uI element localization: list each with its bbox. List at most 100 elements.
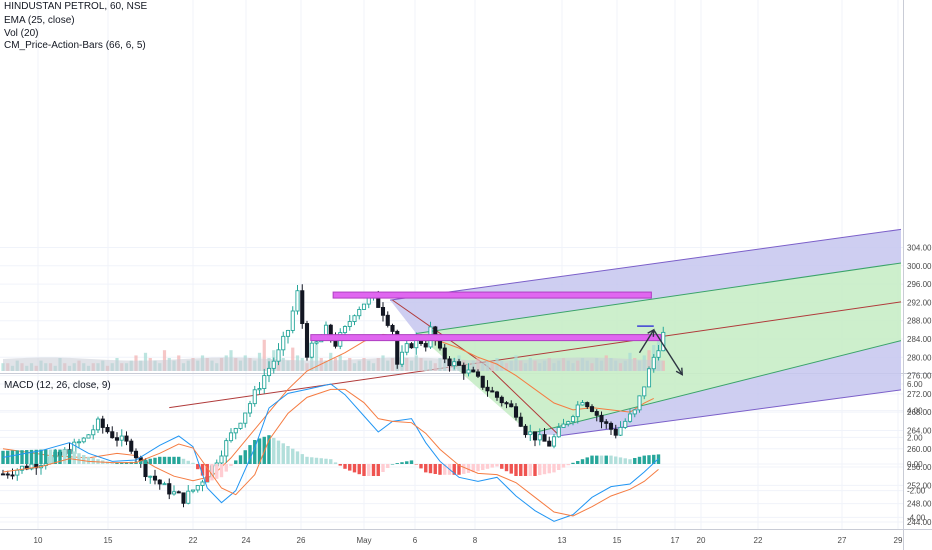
macd-histogram-bar	[523, 464, 528, 476]
macd-tick-label: 4.00	[907, 407, 923, 416]
macd-histogram-bar	[191, 462, 195, 464]
candle-body	[86, 434, 91, 439]
price-tick-label: 288.00	[907, 317, 932, 326]
legend-macd[interactable]: MACD (12, 26, close, 9)	[4, 380, 111, 391]
candle-body	[618, 426, 623, 436]
legend-price-action-bars[interactable]: CM_Price-Action-Bars (66, 6, 5)	[4, 40, 146, 51]
candle-body	[271, 360, 276, 369]
price-zone	[332, 291, 652, 299]
candle-body	[133, 450, 139, 459]
macd-tick-label: -2.00	[907, 487, 926, 496]
macd-histogram-bar	[362, 464, 366, 476]
macd-histogram-bar	[462, 464, 466, 474]
macd-histogram-bar	[395, 463, 399, 464]
candle-body	[570, 416, 576, 423]
candle-body	[661, 331, 666, 352]
candle-body	[390, 324, 395, 332]
macd-histogram-bar	[314, 457, 319, 464]
macd-histogram-bar	[25, 450, 29, 464]
candle-body	[148, 475, 153, 478]
macd-histogram-bar	[557, 464, 561, 470]
time-tick-label: 22	[189, 536, 198, 545]
macd-histogram-bar	[533, 464, 537, 476]
macd-histogram-bar	[585, 457, 589, 464]
price-tick-label: 304.00	[907, 244, 932, 253]
macd-histogram-bar	[485, 464, 490, 469]
candle-body	[580, 402, 585, 406]
time-tick-label: 22	[754, 536, 763, 545]
macd-histogram-bar	[257, 438, 262, 464]
candle-body	[437, 339, 443, 349]
candle-body	[91, 429, 96, 436]
candle-body	[152, 475, 158, 481]
candle-body	[556, 427, 561, 438]
candle-body	[642, 386, 647, 397]
candle-body	[532, 431, 538, 441]
macd-histogram-bar	[63, 449, 67, 464]
macd-histogram-bar	[386, 464, 390, 468]
projection-arrows[interactable]	[638, 328, 684, 376]
macd-histogram-bar	[542, 464, 547, 475]
macd-histogram-bar	[348, 464, 352, 471]
macd-histogram-bar	[48, 449, 53, 464]
candle-body	[124, 435, 129, 442]
candle-body	[238, 422, 243, 429]
pitchfork-upper-line	[390, 228, 902, 301]
candle-body	[167, 483, 172, 495]
macd-histogram-bar	[72, 451, 76, 464]
macd-histogram-bar	[561, 464, 566, 468]
candle-body	[224, 440, 229, 457]
candle-body	[613, 428, 618, 436]
candle-body	[110, 431, 115, 439]
candle-body	[295, 290, 300, 312]
macd-histogram-bar	[424, 464, 428, 473]
candle-body	[195, 485, 200, 491]
macd-histogram-bar	[34, 449, 38, 464]
macd-histogram-bar	[500, 464, 504, 469]
macd-histogram-bar	[234, 460, 238, 464]
candle-body	[285, 329, 291, 337]
macd-histogram-bar	[547, 464, 551, 474]
macd-histogram-bar	[509, 464, 513, 474]
macd-histogram-bar	[91, 458, 95, 464]
candle-body	[404, 343, 409, 353]
macd-histogram-bar	[238, 455, 243, 464]
candle-body	[181, 492, 186, 504]
macd-histogram-bar	[253, 440, 257, 464]
candle-body	[95, 418, 101, 431]
projection-arrow-up	[638, 329, 655, 354]
macd-histogram-bar	[371, 464, 376, 476]
legend-symbol[interactable]: HINDUSTAN PETROL, 60, NSE	[4, 1, 148, 12]
price-tick-label: 276.00	[907, 372, 932, 381]
price-tick-label: 268.00	[907, 408, 932, 417]
macd-histogram-bar	[647, 455, 651, 464]
supply-demand-zones[interactable]	[310, 291, 662, 342]
legend-vol[interactable]: Vol (20)	[4, 28, 39, 39]
macd-histogram-bar	[229, 464, 233, 466]
macd-histogram-bar	[67, 449, 72, 464]
price-tick-label: 264.00	[907, 426, 932, 435]
macd-histogram-bar	[295, 451, 300, 464]
candle-body	[561, 423, 566, 428]
time-tick-label: 8	[473, 536, 478, 545]
candle-body	[105, 427, 110, 433]
macd-histogram-bar	[82, 455, 86, 464]
candle-body	[385, 314, 390, 326]
candle-body	[461, 364, 466, 374]
legend-ema[interactable]: EMA (25, close)	[4, 15, 75, 26]
pitchfork-drawing[interactable]	[169, 228, 902, 436]
candle-body	[637, 395, 642, 411]
macd-histogram-bar	[224, 464, 228, 472]
candle-body	[100, 418, 105, 428]
candle-body	[252, 389, 257, 405]
candle-body	[347, 321, 352, 327]
macd-histogram-bar	[343, 464, 347, 469]
macd-tick-label: 0.00	[907, 460, 923, 469]
candle-body	[499, 396, 504, 404]
macd-line	[2, 383, 659, 522]
candle-body	[594, 411, 599, 416]
candle-body	[585, 402, 590, 408]
candle-body	[276, 349, 281, 362]
time-tick-label: 15	[104, 536, 113, 545]
